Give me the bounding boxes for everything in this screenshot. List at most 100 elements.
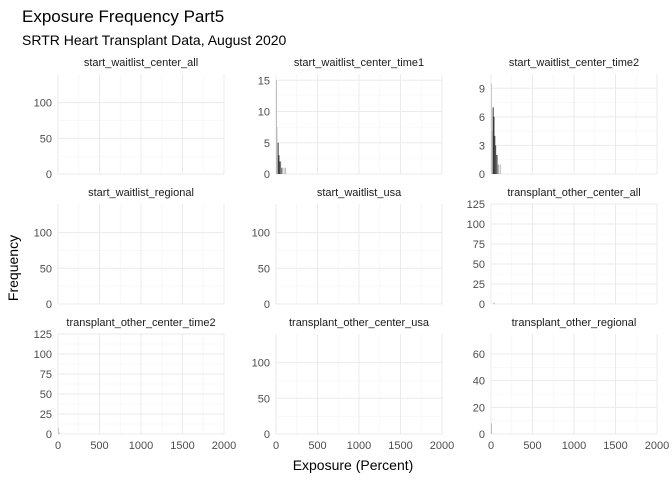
y-tick-label: 40: [473, 376, 485, 388]
y-tick-label: 100: [34, 228, 52, 240]
histogram-bar: [493, 302, 495, 304]
x-tick-label: 2000: [212, 440, 236, 452]
histogram-bar: [491, 423, 492, 434]
y-tick-label: 60: [473, 349, 485, 361]
x-tick-label: 500: [308, 440, 326, 452]
panel-start_waitlist_center_all: start_waitlist_center_all 0 50 100: [34, 57, 225, 181]
chart-title: Exposure Frequency Part5: [22, 7, 224, 26]
x-tick-label: 1500: [388, 440, 412, 452]
y-tick-label: 125: [34, 329, 52, 341]
histogram-bar: [500, 164, 502, 174]
y-tick-label: 50: [40, 133, 52, 145]
y-tick-label: 0: [46, 429, 52, 441]
panel-transplant_other_regional: transplant_other_regional 0 20 40 60 0 500 1000…: [473, 317, 669, 452]
y-tick-label: 100: [34, 98, 52, 110]
strip-label: start_waitlist_usa: [317, 187, 402, 199]
panel-start_waitlist_center_time1: start_waitlist_center_time1 0 5 10 15: [258, 57, 443, 181]
y-tick-label: 3: [479, 140, 485, 152]
y-tick-label: 100: [467, 219, 485, 231]
x-tick-label: 500: [523, 440, 541, 452]
y-tick-label: 0: [264, 169, 270, 181]
histogram-bar: [492, 107, 494, 174]
histogram-bar: [280, 167, 282, 174]
histogram-bar: [494, 135, 496, 174]
strip-label: start_waitlist_center_time1: [294, 57, 424, 69]
histogram-bar: [497, 164, 499, 174]
strip-label: transplant_other_center_usa: [289, 317, 430, 329]
histogram-bar: [278, 155, 280, 174]
panel-start_waitlist_regional: start_waitlist_regional 0 50 100: [34, 187, 225, 311]
histogram-bar: [58, 432, 60, 434]
histogram-bar: [281, 167, 283, 174]
strip-label: transplant_other_center_all: [507, 187, 640, 199]
y-tick-label: 25: [473, 279, 485, 291]
y-tick-label: 9: [479, 83, 485, 95]
y-tick-label: 20: [473, 402, 485, 414]
histogram-bar: [495, 154, 497, 174]
y-tick-label: 125: [467, 199, 485, 211]
strip-label: start_waitlist_center_all: [84, 57, 198, 69]
x-tick-label: 1500: [603, 440, 627, 452]
strip-label: transplant_other_center_time2: [66, 317, 215, 329]
x-tick-label: 0: [488, 440, 494, 452]
histogram-bar: [498, 164, 500, 174]
y-tick-label: 50: [40, 263, 52, 275]
x-tick-label: 500: [90, 440, 108, 452]
y-tick-label: 0: [479, 169, 485, 181]
histogram-bar: [491, 83, 492, 174]
chart-subtitle: SRTR Heart Transplant Data, August 2020: [22, 32, 287, 48]
histogram-bar: [279, 161, 281, 174]
y-tick-label: 100: [252, 358, 270, 370]
x-axis-label: Exposure (Percent): [293, 457, 414, 473]
histogram-bar: [495, 145, 497, 174]
strip-label: start_waitlist_center_time2: [509, 57, 639, 69]
x-tick-label: 1500: [170, 440, 194, 452]
y-tick-label: 0: [264, 299, 270, 311]
histogram-bar: [276, 127, 278, 174]
histogram-bar: [496, 154, 498, 174]
strip-label: transplant_other_regional: [512, 317, 637, 329]
y-tick-label: 100: [34, 349, 52, 361]
y-tick-label: 50: [40, 389, 52, 401]
y-tick-label: 50: [258, 263, 270, 275]
y-tick-label: 15: [258, 75, 270, 87]
y-tick-label: 0: [479, 299, 485, 311]
x-tick-label: 2000: [430, 440, 454, 452]
y-tick-label: 0: [264, 429, 270, 441]
x-tick-label: 0: [55, 440, 61, 452]
histogram-bar: [284, 167, 286, 174]
histogram-bar: [276, 80, 277, 174]
panels-group: start_waitlist_center_all050100start_wai…: [34, 57, 670, 452]
strip-label: start_waitlist_regional: [88, 187, 194, 199]
y-tick-label: 6: [479, 112, 485, 124]
histogram-bar: [58, 427, 59, 434]
y-tick-label: 0: [46, 299, 52, 311]
panel-transplant_other_center_all: transplant_other_center_all 0 25 50 75 100 125: [467, 187, 658, 311]
panel-start_waitlist_center_time2: start_waitlist_center_time2 0 3 6 9: [479, 57, 658, 181]
y-axis-label: Frequency: [5, 235, 21, 301]
histogram-bar: [277, 142, 279, 174]
y-tick-label: 5: [264, 138, 270, 150]
panel-start_waitlist_usa: start_waitlist_usa 0 50 100: [252, 187, 443, 311]
x-tick-label: 2000: [645, 440, 669, 452]
panel-transplant_other_center_time2: transplant_other_center_time2 0 25 50 75 100 1…: [34, 317, 237, 452]
y-tick-label: 50: [258, 393, 270, 405]
y-tick-label: 75: [40, 369, 52, 381]
x-tick-label: 0: [273, 440, 279, 452]
x-tick-label: 1000: [347, 440, 371, 452]
histogram-bar: [493, 116, 495, 174]
y-tick-label: 100: [252, 228, 270, 240]
histogram-bar: [282, 167, 284, 174]
histogram-bar: [491, 131, 493, 174]
histogram-bar: [280, 161, 282, 174]
y-tick-label: 50: [473, 259, 485, 271]
x-tick-label: 1000: [129, 440, 153, 452]
y-tick-label: 25: [40, 409, 52, 421]
y-tick-label: 0: [479, 429, 485, 441]
y-tick-label: 0: [46, 169, 52, 181]
y-tick-label: 75: [473, 239, 485, 251]
y-tick-label: 10: [258, 107, 270, 119]
x-tick-label: 1000: [562, 440, 586, 452]
